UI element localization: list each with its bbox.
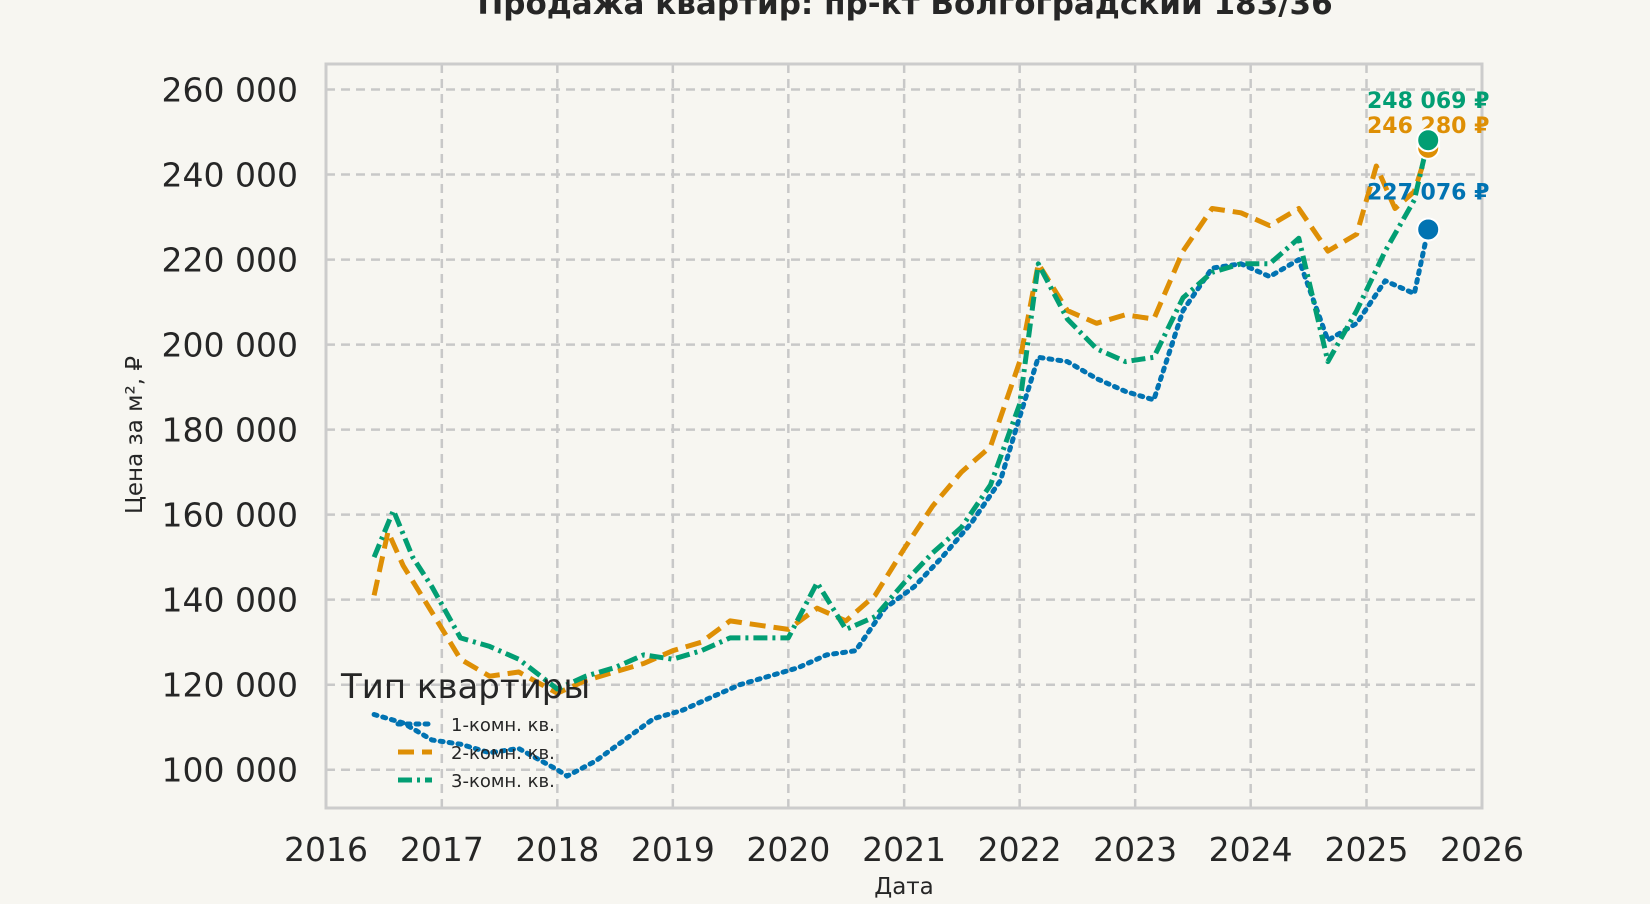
series-end-label-1: 227 076 ₽ xyxy=(1367,180,1489,205)
x-tick-label: 2022 xyxy=(978,830,1062,869)
y-tick-label: 240 000 xyxy=(162,156,298,195)
x-tick-label: 2016 xyxy=(284,830,368,869)
chart-title: Продажа квартир: пр-кт Волгоградский 183… xyxy=(477,0,1332,22)
axis-ticks: 100 000 120 000 140 000 160 000 180 000 200 0… xyxy=(162,71,1524,869)
x-tick-label: 2019 xyxy=(631,830,715,869)
series-lines xyxy=(371,139,1431,779)
x-tick-label: 2025 xyxy=(1325,830,1409,869)
y-tick-label: 100 000 xyxy=(162,751,298,790)
y-tick-label: 200 000 xyxy=(162,326,298,365)
y-tick-label: 220 000 xyxy=(162,241,298,280)
legend-title: Тип квартиры xyxy=(340,667,590,707)
x-tick-label: 2017 xyxy=(400,830,484,869)
legend: Тип квартиры 1-комн. кв. 2-комн. кв. 3-ком… xyxy=(340,667,590,792)
endpoint-markers: 227 076 ₽246 280 ₽248 069 ₽ xyxy=(1367,89,1489,242)
series-line-1 xyxy=(371,227,1431,779)
x-tick-label: 2021 xyxy=(862,830,946,869)
series-end-label-3: 248 069 ₽ xyxy=(1367,89,1489,114)
x-axis-label: Дата xyxy=(874,874,934,900)
y-tick-label: 160 000 xyxy=(162,496,298,535)
grid xyxy=(324,64,1484,808)
x-tick-label: 2024 xyxy=(1209,830,1293,869)
y-tick-label: 120 000 xyxy=(162,666,298,705)
y-tick-label: 260 000 xyxy=(162,71,298,110)
legend-label-3: 3-комн. кв. xyxy=(451,771,555,792)
plot-frame xyxy=(324,62,1484,810)
x-tick-label: 2026 xyxy=(1440,830,1524,869)
series-endpoint-3 xyxy=(1416,128,1441,153)
legend-label-1: 1-комн. кв. xyxy=(451,715,555,736)
x-tick-label: 2018 xyxy=(515,830,599,869)
y-tick-label: 180 000 xyxy=(162,411,298,450)
y-tick-label: 140 000 xyxy=(162,581,298,620)
series-line-2 xyxy=(371,147,1431,696)
x-tick-label: 2020 xyxy=(746,830,830,869)
x-tick-label: 2023 xyxy=(1093,830,1177,869)
y-axis-label: Цена за м², ₽ xyxy=(122,356,148,514)
legend-label-2: 2-комн. кв. xyxy=(451,743,555,764)
series-endpoint-1 xyxy=(1416,217,1441,242)
series-line-3 xyxy=(371,139,1431,692)
